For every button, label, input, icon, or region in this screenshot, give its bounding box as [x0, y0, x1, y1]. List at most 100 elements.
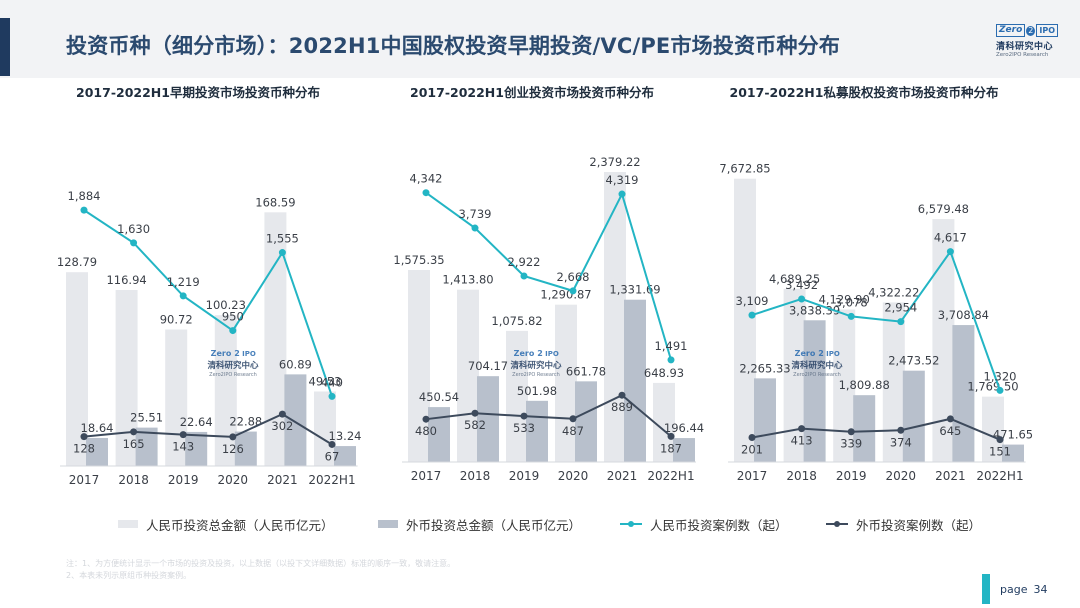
x-tick-label: 2019: [836, 469, 867, 483]
fx-amount-bar: [1002, 444, 1024, 462]
fx-amount-label: 1,331.69: [609, 283, 660, 297]
rmb-amount-bar: [604, 172, 626, 462]
fx-cases-point: [798, 425, 806, 433]
rmb-cases-label: 3,739: [459, 207, 492, 221]
fx-cases-point: [618, 391, 626, 399]
rmb-amount-label: 1,413.80: [442, 273, 493, 287]
legend-label-rmb-amount: 人民币投资总金额（人民币亿元）: [146, 517, 334, 533]
rmb-cases-point: [471, 224, 479, 232]
page-title: 投资币种（细分市场）：2022H1中国股权投资早期投资/VC/PE市场投资币种分…: [66, 34, 841, 58]
watermark-text: 清科研究中心: [207, 360, 259, 371]
rmb-cases-label: 3,492: [785, 278, 818, 292]
fx-amount-label: 13.24: [329, 429, 362, 443]
watermark-text: IPO: [545, 350, 559, 358]
rmb-cases-label: 4,617: [934, 231, 967, 245]
fx-amount-label: 1,809.88: [839, 378, 890, 392]
rmb-amount-bar: [457, 289, 479, 462]
fx-cases-point: [278, 410, 286, 418]
fx-cases-label: 128: [73, 442, 95, 456]
watermark-text: IPO: [242, 350, 256, 358]
logo-en-text: Zero2IPO Research: [996, 52, 1049, 58]
fx-cases-label: 143: [172, 440, 194, 454]
rmb-amount-bar: [882, 302, 905, 462]
rmb-cases-point: [80, 206, 88, 214]
rmb-cases-point: [569, 287, 577, 295]
legend-item-rmb-amount: 人民币投资总金额（人民币亿元）: [118, 514, 334, 534]
rmb-amount-label: 116.94: [106, 273, 146, 287]
fx-cases-label: 126: [222, 442, 244, 456]
legend-swatch-rmb-amount: [118, 520, 138, 528]
fx-amount-bar: [135, 427, 158, 466]
x-tick-label: 2020: [558, 469, 589, 483]
fx-amount-label: 25.51: [130, 411, 163, 425]
rmb-cases-point: [618, 190, 626, 198]
watermark-text: 清科研究中心: [791, 360, 843, 371]
fx-cases-label: 889: [611, 400, 633, 414]
rmb-amount-bar: [264, 212, 287, 466]
rmb-cases-point: [179, 292, 187, 300]
legend-item-rmb-cases: 人民币投资案例数（起）: [620, 514, 788, 534]
fx-cases-line: [425, 394, 672, 438]
rmb-amount-label: 1,075.82: [491, 314, 542, 328]
rmb-cases-label: 1,219: [167, 275, 200, 289]
legend-swatch-rmb-cases: [620, 521, 642, 527]
legend-item-fx-cases: 外币投资案例数（起）: [826, 514, 981, 534]
x-tick-label: 2020: [886, 469, 917, 483]
fx-amount-label: 3,838.39: [789, 303, 840, 317]
rmb-amount-label: 6,579.48: [918, 202, 969, 216]
watermark-text: 2: [537, 349, 543, 358]
fx-amount-bar: [334, 446, 356, 466]
page-number-value: 34: [1033, 583, 1048, 596]
rmb-cases-point: [996, 386, 1004, 394]
rmb-amount-bar: [115, 290, 138, 466]
rmb-cases-line: [83, 209, 333, 397]
rmb-amount-bar: [408, 270, 430, 462]
rmb-cases-point: [667, 356, 675, 364]
fx-amount-bar: [185, 431, 208, 466]
fx-cases-label: 487: [562, 424, 584, 438]
rmb-cases-label: 1,320: [984, 369, 1017, 383]
rmb-amount-bar: [66, 272, 88, 466]
fx-cases-point: [229, 433, 237, 441]
rmb-amount-label: 4,129.90: [819, 293, 870, 307]
fx-cases-label: 151: [989, 445, 1011, 459]
rmb-amount-bar: [214, 315, 237, 466]
page-accent-bar: [982, 574, 990, 604]
fx-cases-point: [748, 434, 756, 442]
fx-cases-label: 339: [840, 437, 862, 451]
rmb-amount-label: 168.59: [255, 195, 295, 209]
legend-item-fx-amount: 外币投资总金额（人民币亿元）: [378, 514, 581, 534]
logo-cn-text: 清科研究中心: [996, 42, 1054, 52]
zero2ipo-logo: Zero 2 IPO 清科研究中心 Zero2IPO Research: [996, 24, 1058, 64]
x-tick-label: 2022H1: [976, 469, 1023, 483]
fx-amount-bar: [853, 395, 876, 462]
rmb-amount-label: 4,689.25: [769, 272, 820, 286]
fx-cases-label: 533: [513, 421, 535, 435]
fx-amount-bar: [803, 320, 826, 462]
rmb-amount-label: 1,769.50: [967, 380, 1018, 394]
x-tick-label: 2017: [69, 473, 100, 487]
fx-cases-label: 374: [890, 435, 912, 449]
rmb-amount-bar: [506, 330, 528, 462]
x-tick-label: 2018: [786, 469, 817, 483]
x-tick-label: 2021: [267, 473, 298, 487]
rmb-cases-point: [328, 392, 336, 400]
fx-amount-label: 196.44: [664, 421, 704, 435]
rmb-amount-label: 2,379.22: [589, 155, 640, 169]
fx-amount-bar: [902, 370, 925, 462]
fx-cases-label: 413: [791, 434, 813, 448]
rmb-amount-bar: [783, 288, 806, 462]
chart-title: 2017-2022H1早期投资市场投资币种分布: [76, 85, 320, 100]
x-tick-label: 2017: [737, 469, 768, 483]
watermark-text: IPO: [826, 350, 840, 358]
fx-amount-bar: [284, 374, 307, 466]
fx-cases-point: [422, 415, 430, 423]
chart-title: 2017-2022H1私募股权投资市场投资币种分布: [730, 85, 999, 100]
rmb-cases-label: 2,668: [557, 270, 590, 284]
watermark-text: Zero2IPO Research: [793, 372, 841, 378]
rmb-cases-point: [946, 248, 954, 256]
footnotes: 注：1、为方便统计显示一个市场的投资及投资，以上数据（以投下文详细数据）标准的顺…: [66, 558, 455, 582]
